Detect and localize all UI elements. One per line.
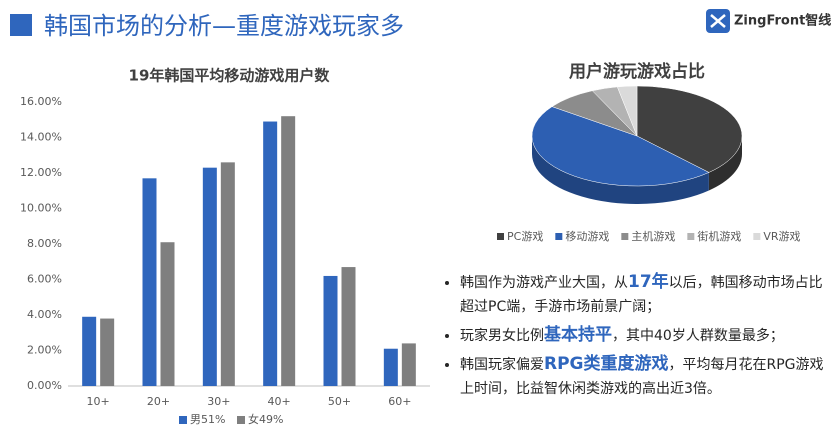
bullet: 韩国作为游戏产业大国，从17年以后，韩国移动市场占比超过PC端，手游市场前景广阔… [460, 270, 825, 319]
bullet-text: 韩国玩家偏爱 [460, 357, 544, 373]
legend-label: VR游戏 [763, 230, 800, 243]
bullet-text: ，平均每月花在RPG游戏上时间，比益智休闲类游戏的高出近3倍。 [460, 357, 824, 397]
bullet: 玩家男女比例基本持平，其中40岁人群数量最多； [460, 323, 825, 348]
x-tick-label: 50+ [328, 395, 351, 408]
legend-swatch [621, 233, 629, 240]
bullet: 韩国玩家偏爱RPG类重度游戏，平均每月花在RPG游戏上时间，比益智休闲类游戏的高… [460, 352, 825, 401]
y-tick-label: 8.00% [27, 237, 62, 250]
legend-label: 移动游戏 [565, 230, 609, 243]
x-tick-label: 60+ [388, 395, 411, 408]
bullet-text: 玩家男女比例 [460, 328, 544, 344]
legend-swatch [555, 233, 563, 240]
y-tick-label: 0.00% [27, 379, 62, 392]
y-tick-label: 14.00% [20, 131, 62, 144]
logo-text: ZingFront智线 [734, 13, 831, 29]
legend-label: 街机游戏 [697, 229, 741, 243]
y-tick-label: 4.00% [27, 308, 62, 321]
bar [401, 343, 416, 386]
highlight-text: RPG类重度游戏 [544, 354, 669, 374]
x-tick-label: 30+ [207, 395, 230, 408]
legend-swatch [753, 233, 761, 240]
chart-title: 19年韩国平均移动游戏用户数 [129, 67, 331, 85]
highlight-text: 17年 [628, 272, 669, 292]
logo-glyph [710, 14, 726, 28]
bar [82, 316, 97, 386]
bar [160, 242, 175, 386]
bar [100, 318, 115, 386]
bar [202, 167, 217, 386]
legend-swatch [179, 416, 187, 424]
bar [383, 348, 398, 386]
y-tick-label: 12.00% [20, 166, 62, 179]
legend-swatch [237, 416, 245, 424]
bar [220, 162, 235, 386]
legend-label: PC游戏 [507, 230, 543, 243]
x-tick-label: 10+ [87, 395, 110, 408]
bullet-text: 以后，韩国移动市场占比超过PC端，手游市场前景广阔； [460, 275, 823, 315]
legend-swatch [687, 233, 695, 240]
title-marker [10, 14, 32, 36]
pie-slice [531, 106, 710, 187]
bar [341, 267, 356, 386]
bar [323, 275, 338, 386]
y-tick-label: 10.00% [20, 202, 62, 215]
legend-label: 男51% [190, 413, 225, 426]
slide-title: 韩国市场的分析—重度游戏玩家多 [44, 12, 404, 40]
bar [281, 116, 296, 386]
pie-side [532, 136, 709, 204]
legend-swatch [497, 233, 504, 240]
y-tick-label: 2.00% [27, 344, 62, 357]
y-tick-label: 6.00% [27, 273, 62, 286]
bullet-list: 韩国作为游戏产业大国，从17年以后，韩国移动市场占比超过PC端，手游市场前景广阔… [438, 270, 825, 405]
bar [142, 178, 157, 386]
highlight-text: 基本持平 [544, 325, 612, 345]
x-tick-label: 40+ [268, 395, 291, 408]
bullet-text: ，其中40岁人群数量最多； [612, 328, 784, 344]
chart-title: 用户游玩游戏占比 [569, 61, 705, 82]
bar [263, 121, 278, 387]
y-tick-label: 16.00% [20, 95, 62, 108]
legend-label: 主机游戏 [631, 229, 675, 243]
legend-label: 女49% [248, 412, 283, 426]
bullet-text: 韩国作为游戏产业大国，从 [460, 275, 628, 291]
pie-slice [616, 85, 638, 137]
x-tick-label: 20+ [147, 395, 170, 408]
pie-slice [636, 85, 743, 173]
